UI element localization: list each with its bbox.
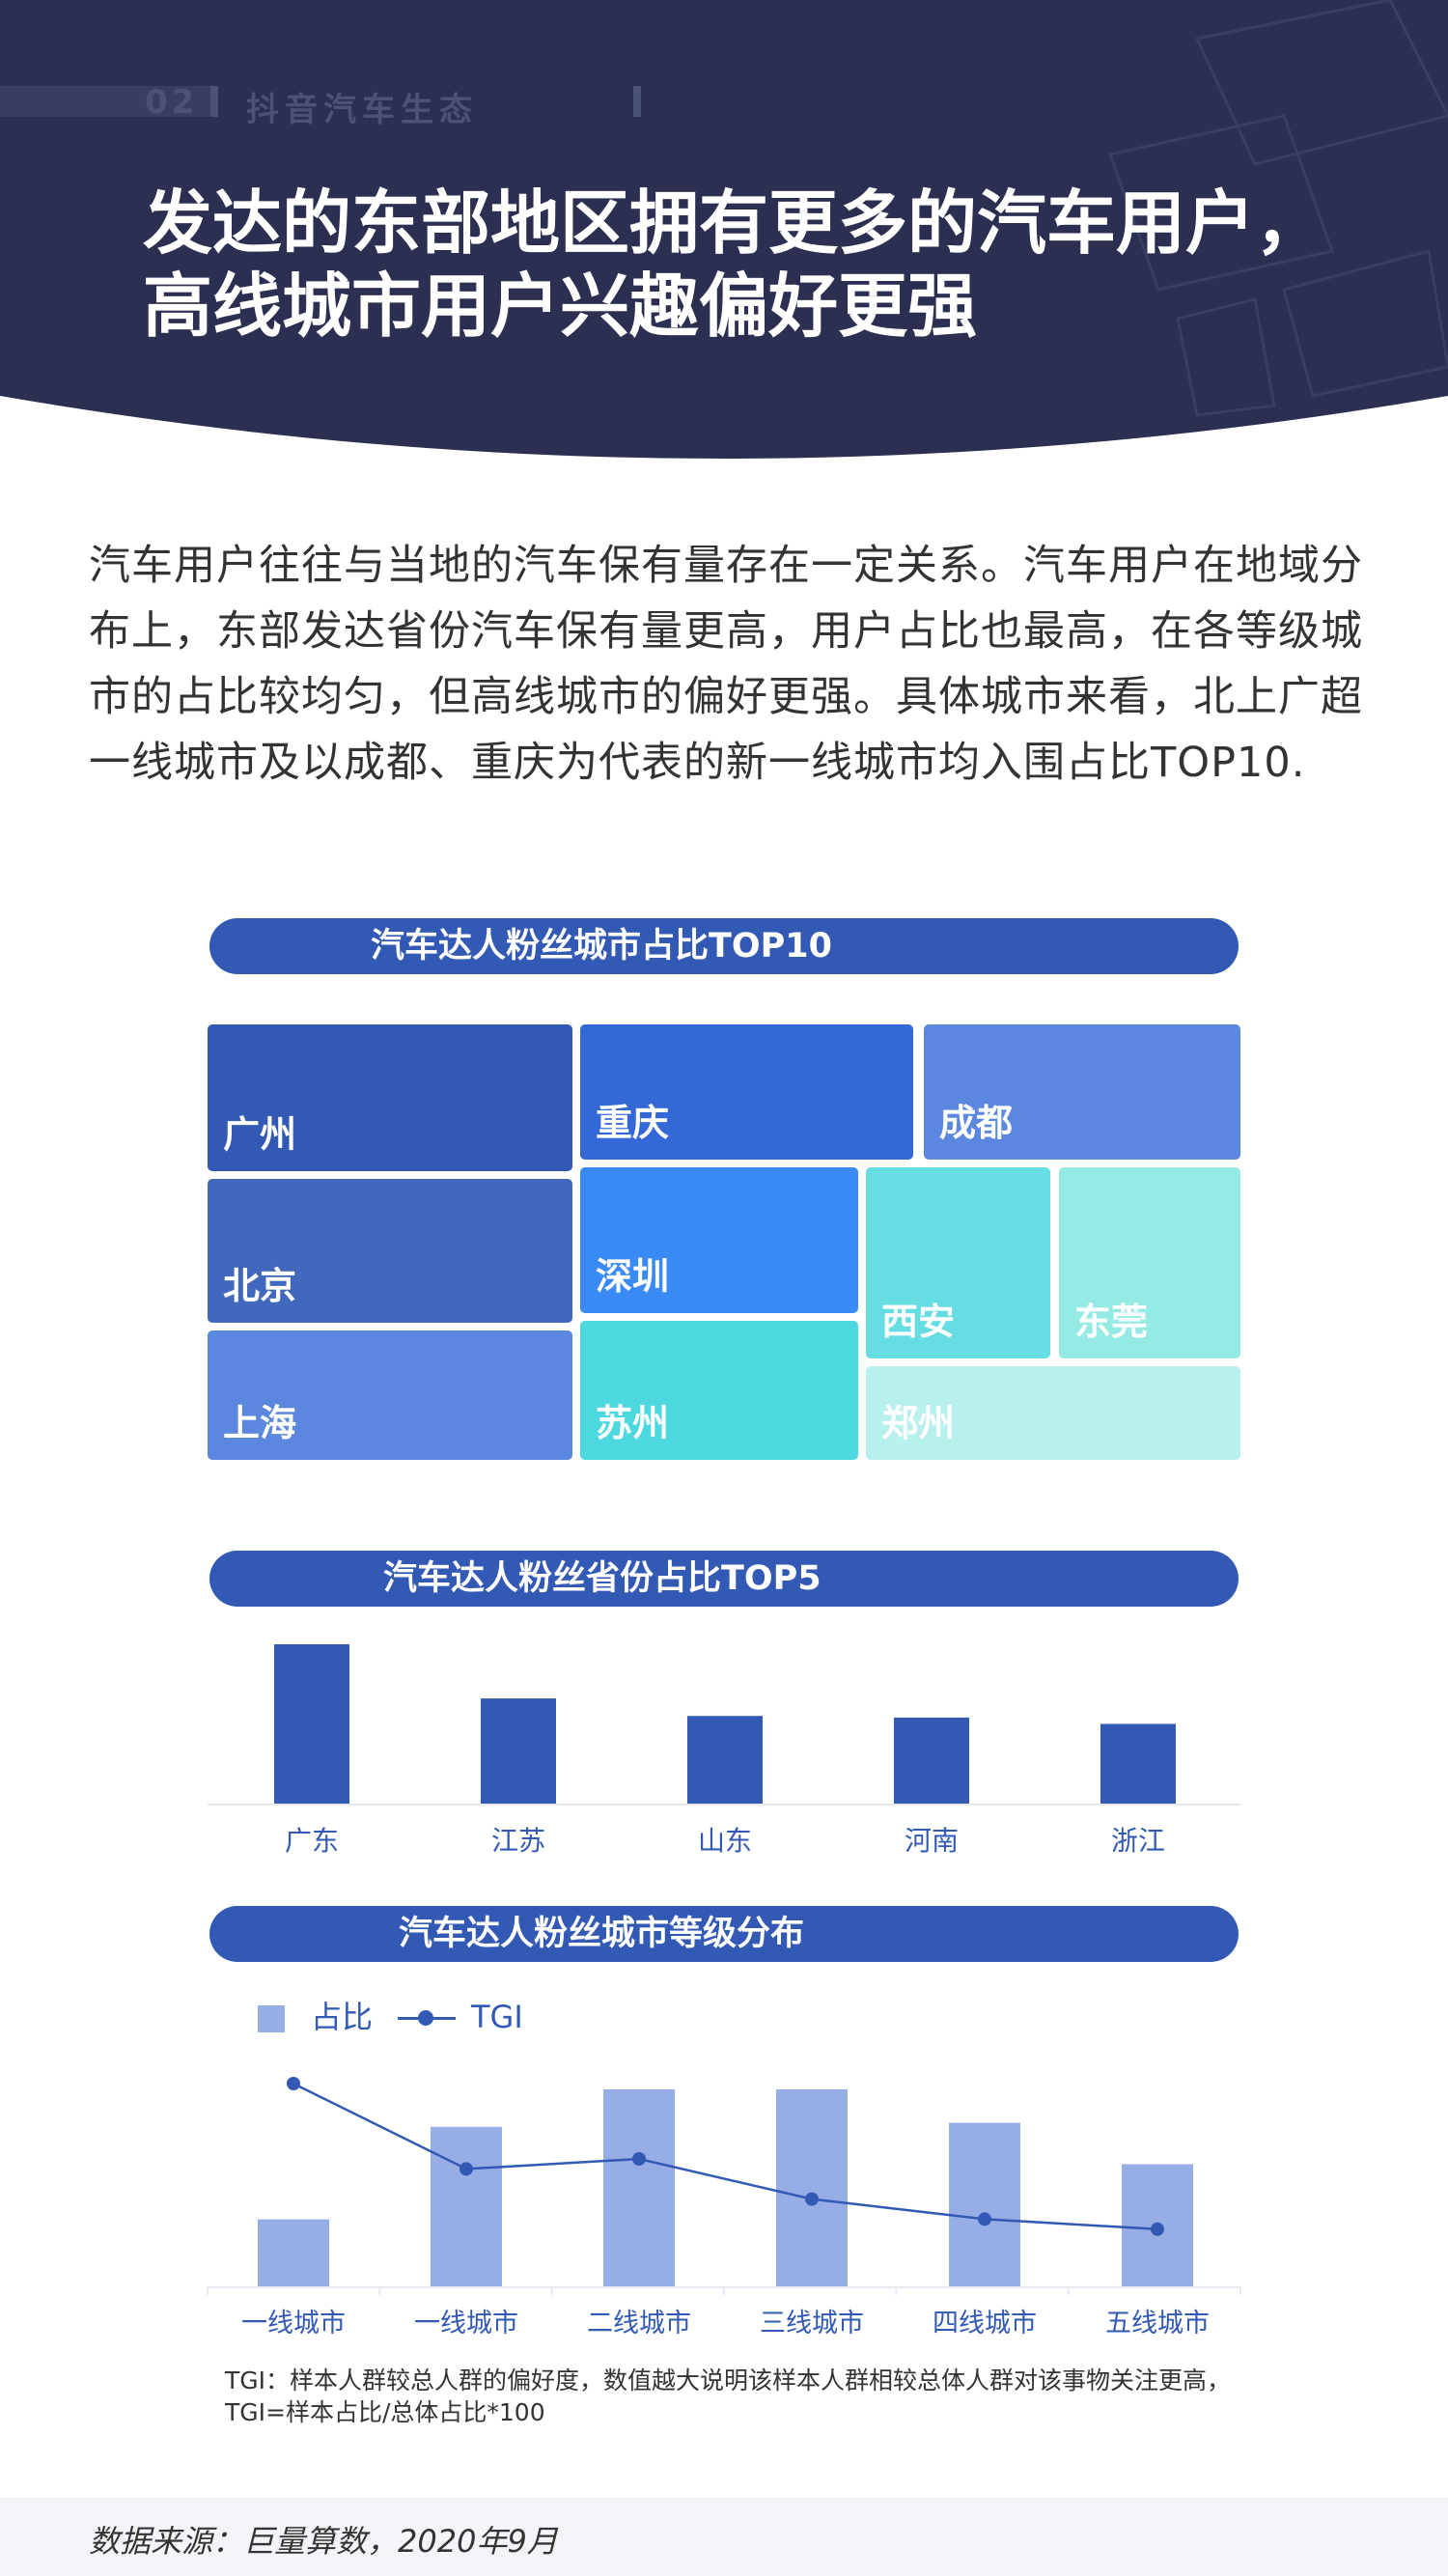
tgi-note-line-1: TGI：样本人群较总人群的偏好度，数值越大说明该样本人群相较总体人群对该事物关注… xyxy=(225,2366,1232,2394)
tier-bar xyxy=(776,2089,848,2286)
tier-bar xyxy=(603,2089,675,2286)
legend-bar-swatch xyxy=(258,2005,285,2032)
treemap-tile: 苏州 xyxy=(580,1321,858,1460)
tier-bar xyxy=(431,2126,502,2286)
x-tick-label: 江苏 xyxy=(491,1825,545,1857)
legend-line-label: TGI xyxy=(471,1999,523,2035)
treemap-tile: 东莞 xyxy=(1059,1167,1240,1358)
page-title: 发达的东部地区拥有更多的汽车用户， 高线城市用户兴趣偏好更强 xyxy=(143,182,1359,348)
treemap-tile-label: 苏州 xyxy=(596,1402,670,1444)
treemap-tile-label: 东莞 xyxy=(1074,1301,1149,1343)
treemap-tile: 郑州 xyxy=(866,1366,1240,1460)
tgi-point xyxy=(805,2192,819,2206)
chart-title-province-top5: 汽车达人粉丝省份占比TOP5 xyxy=(209,1551,1239,1607)
chart-title-city-top10: 汽车达人粉丝城市占比TOP10 xyxy=(209,918,1239,974)
treemap-tile-label: 北京 xyxy=(223,1265,297,1307)
province-bar xyxy=(687,1716,763,1804)
treemap-tile: 广州 xyxy=(208,1024,572,1171)
title-line-1: 发达的东部地区拥有更多的汽车用户， xyxy=(143,182,1325,264)
tgi-note-line-2: TGI=样本占比/总体占比*100 xyxy=(225,2398,545,2426)
x-tick-label: 浙江 xyxy=(1111,1825,1165,1857)
province-bar xyxy=(1100,1723,1176,1804)
tier-bar xyxy=(258,2219,329,2286)
legend-line-marker xyxy=(418,2010,433,2026)
tier-bar xyxy=(949,2122,1020,2286)
x-tick-label: 河南 xyxy=(905,1825,959,1857)
treemap-tile: 北京 xyxy=(208,1179,572,1323)
section-label: 抖音汽车生态 xyxy=(246,91,478,129)
tgi-note: TGI：样本人群较总人群的偏好度，数值越大说明该样本人群相较总体人群对该事物关注… xyxy=(225,2365,1248,2428)
header-banner: 02 抖音汽车生态 发达的东部地区拥有更多的汽车用户， 高线城市用户兴趣偏好更强 xyxy=(0,0,1448,478)
tgi-point xyxy=(978,2212,991,2226)
treemap-tile-label: 广州 xyxy=(223,1113,297,1156)
x-tick-label: 三线城市 xyxy=(760,2309,864,2338)
title-line-2: 高线城市用户兴趣偏好更强 xyxy=(143,266,978,347)
treemap-tile: 重庆 xyxy=(580,1024,913,1160)
province-bar xyxy=(274,1644,349,1804)
tgi-point xyxy=(459,2162,473,2176)
section-tag: 02 抖音汽车生态 xyxy=(0,83,656,129)
footer: 数据来源：巨量算数，2020年9月 xyxy=(0,2498,1448,2576)
x-tick-label: 一线城市 xyxy=(241,2309,346,2338)
treemap-tile-label: 郑州 xyxy=(881,1402,956,1444)
x-tick-label: 山东 xyxy=(698,1825,752,1857)
tgi-line xyxy=(292,2082,1158,2231)
tgi-point xyxy=(632,2152,646,2166)
section-number: 02 xyxy=(145,83,199,122)
x-tick-label: 广东 xyxy=(285,1825,339,1857)
header-background xyxy=(0,0,1448,459)
x-tick-label: 五线城市 xyxy=(1105,2309,1210,2338)
tgi-point xyxy=(1151,2222,1164,2236)
x-tick-label: 四线城市 xyxy=(933,2309,1037,2338)
intro-paragraph: 汽车用户往往与当地的汽车保有量存在一定关系。汽车用户在地域分布上，东部发达省份汽… xyxy=(89,542,1363,787)
treemap-tile: 上海 xyxy=(208,1330,572,1460)
treemap-tile: 成都 xyxy=(924,1024,1240,1160)
x-tick-label: 二线城市 xyxy=(587,2309,691,2338)
treemap-tile-label: 西安 xyxy=(881,1301,956,1343)
city-tier-combo-chart: 一线城市 一线城市 二线城市 三线城市 四线城市 五线城市 xyxy=(207,2077,1241,2338)
treemap-tile-label: 成都 xyxy=(939,1102,1014,1144)
treemap-tile: 西安 xyxy=(866,1167,1050,1358)
treemap-tile-label: 深圳 xyxy=(596,1255,670,1298)
treemap-tile-label: 重庆 xyxy=(596,1102,670,1144)
province-bar xyxy=(481,1698,556,1804)
chart-title-city-tier: 汽车达人粉丝城市等级分布 xyxy=(209,1906,1239,1962)
tgi-point xyxy=(287,2077,300,2090)
treemap-tile-label: 上海 xyxy=(223,1402,297,1444)
province-bar-chart: 广东 江苏 山东 河南 浙江 xyxy=(208,1644,1240,1857)
data-source: 数据来源：巨量算数，2020年9月 xyxy=(89,2523,558,2560)
province-bar xyxy=(894,1717,969,1804)
x-tick-label: 一线城市 xyxy=(414,2309,518,2338)
legend-bar-label: 占比 xyxy=(311,1999,374,2035)
treemap-tile: 深圳 xyxy=(580,1167,858,1313)
